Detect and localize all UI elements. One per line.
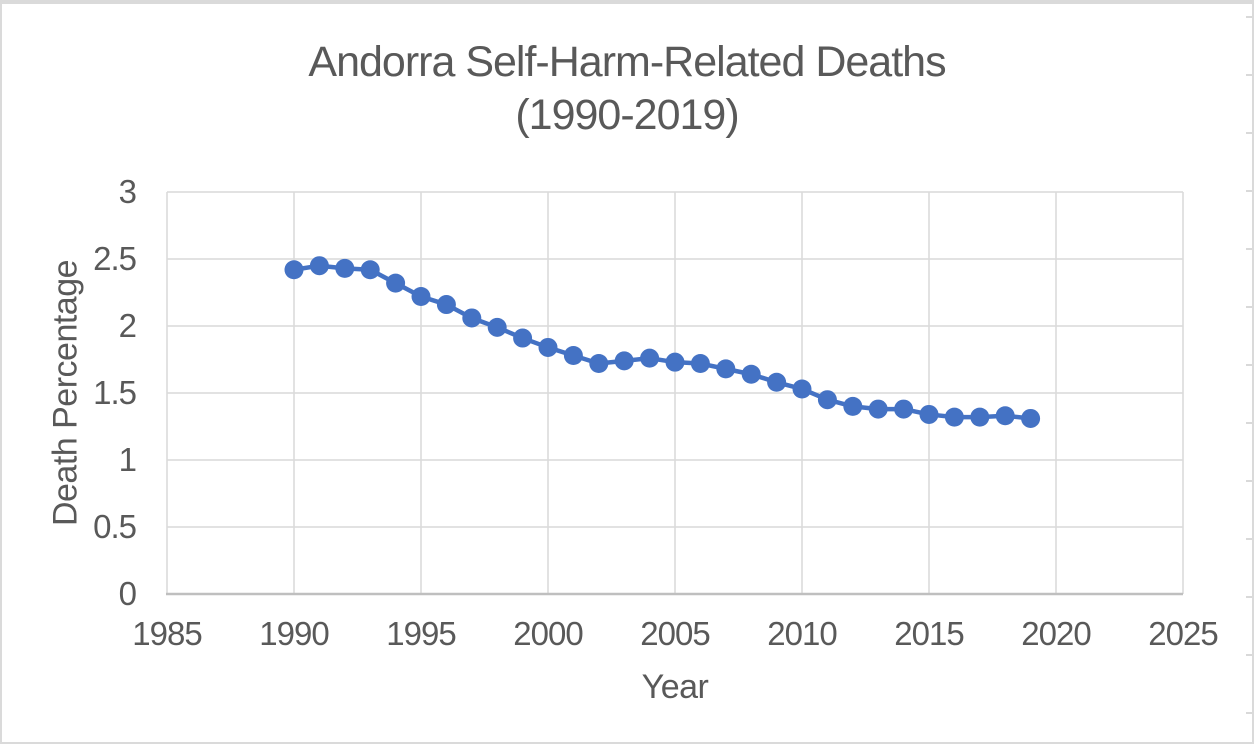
plot-area — [166, 191, 1184, 596]
data-point — [716, 359, 736, 379]
x-tick-label: 2015 — [894, 615, 964, 652]
y-tick-label: 1.5 — [93, 374, 137, 411]
data-point — [843, 396, 863, 416]
y-axis-title: Death Percentage — [46, 259, 85, 527]
data-point — [513, 328, 533, 348]
y-tick-label: 0.5 — [93, 508, 137, 545]
data-point — [589, 354, 609, 374]
y-tick-label: 2.5 — [93, 240, 137, 277]
chart-title-line1: Andorra Self-Harm-Related Deaths — [308, 38, 946, 86]
chart-title-line2: (1990-2019) — [515, 91, 739, 139]
data-point — [538, 337, 558, 357]
data-point — [970, 407, 990, 427]
data-point — [386, 273, 406, 293]
data-point — [817, 390, 837, 410]
x-tick-label: 2000 — [513, 615, 583, 652]
series-line — [291, 263, 1033, 421]
data-point — [894, 399, 914, 419]
data-point — [335, 258, 355, 278]
data-point — [995, 406, 1015, 426]
data-point — [919, 404, 939, 424]
x-tick-label: 2025 — [1148, 615, 1218, 652]
data-point — [868, 399, 888, 419]
x-tick-label: 1995 — [386, 615, 456, 652]
x-tick-label: 1985 — [132, 615, 202, 652]
data-point — [944, 407, 964, 427]
data-point — [284, 260, 304, 280]
y-tick-label: 0 — [118, 575, 137, 612]
x-tick-label: 2020 — [1021, 615, 1091, 652]
x-tick-label: 2005 — [640, 615, 710, 652]
data-point — [614, 351, 634, 371]
x-tick-label: 2010 — [767, 615, 837, 652]
data-point — [462, 308, 482, 328]
x-axis-title: Year — [641, 668, 709, 706]
data-point — [792, 379, 812, 399]
data-point — [665, 352, 685, 372]
chart-title: Andorra Self-Harm-Related Deaths (1990-2… — [2, 36, 1252, 142]
data-point — [1021, 408, 1041, 428]
y-tick-label: 2 — [118, 307, 137, 344]
x-tick-label: 1990 — [259, 615, 329, 652]
data-point — [411, 287, 431, 307]
data-point — [309, 256, 329, 276]
data-point — [563, 345, 583, 365]
data-point — [436, 295, 456, 315]
data-point — [487, 317, 507, 337]
spreadsheet-edge-notches — [1246, 16, 1252, 742]
data-point — [360, 260, 380, 280]
data-point — [767, 372, 787, 392]
data-point — [690, 354, 710, 374]
data-point — [640, 348, 660, 368]
data-point — [741, 364, 761, 384]
y-tick-label: 1 — [118, 441, 137, 478]
y-tick-label: 3 — [118, 173, 137, 210]
